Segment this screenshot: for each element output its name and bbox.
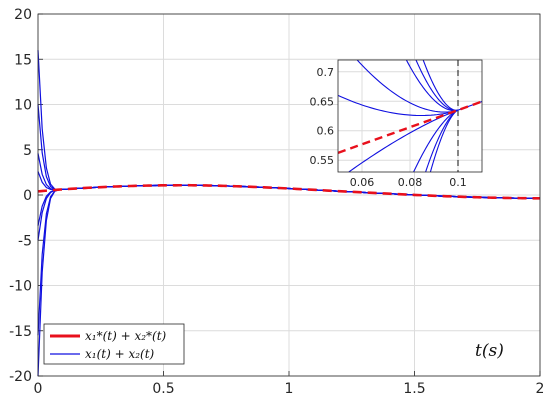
legend: x₁*(t) + x₂*(t) x₁(t) + x₂(t) [43, 323, 185, 365]
inset-x-tick-label: 0.08 [398, 176, 423, 189]
reference-line [37, 183, 541, 200]
y-tick-label: -15 [9, 324, 32, 340]
legend-trajectory-label: x₁(t) + x₂(t) [85, 347, 155, 361]
inset-trajectory-line [413, 109, 459, 172]
y-tick-label: -5 [18, 233, 32, 249]
x-tick-label: 2 [536, 381, 545, 397]
inset-trajectory-line [415, 60, 459, 112]
inset-y-tick-label: 0.7 [317, 66, 335, 79]
x-axis-label: t(s) [475, 341, 504, 361]
inset-y-tick-label: 0.6 [317, 125, 335, 138]
x-tick-label: 1.5 [403, 381, 425, 397]
x-tick-label: 0 [34, 381, 43, 397]
inset-trajectory-line [356, 60, 459, 113]
y-tick-label: 5 [23, 143, 32, 159]
main-plot-area [37, 50, 541, 377]
y-tick-label: 20 [14, 7, 32, 23]
inset-x-tick-label: 0.06 [350, 176, 375, 189]
x-tick-label: 0.5 [152, 381, 174, 397]
inset-trajectory-line [405, 60, 459, 112]
y-tick-label: -10 [9, 279, 32, 295]
legend-box [43, 323, 185, 365]
y-tick-label: 0 [23, 188, 32, 204]
inset-axes-box [337, 59, 483, 173]
inset-trajectory-line [422, 60, 459, 111]
inset-tick-labels: 0.06 0.08 0.1 0.7 0.65 0.6 0.55 [310, 66, 467, 189]
inset-plot-area [338, 60, 482, 172]
inset-trajectory-line [338, 94, 459, 117]
inset-y-tick-label: 0.65 [310, 95, 335, 108]
y-tick-label: 15 [14, 52, 32, 68]
main-tick-labels: 0 0.5 1 1.5 2 20 15 10 5 0 -5 -10 -15 -20 [9, 7, 544, 397]
y-tick-label: -20 [9, 369, 32, 385]
inset-y-tick-label: 0.55 [310, 154, 335, 167]
legend-reference-label: x₁*(t) + x₂*(t) [85, 329, 167, 343]
inset-trajectory-line [429, 109, 459, 172]
y-tick-label: 10 [14, 98, 32, 114]
x-tick-label: 1 [285, 381, 294, 397]
inset-x-tick-label: 0.1 [449, 176, 467, 189]
main-axes-box [37, 13, 541, 377]
